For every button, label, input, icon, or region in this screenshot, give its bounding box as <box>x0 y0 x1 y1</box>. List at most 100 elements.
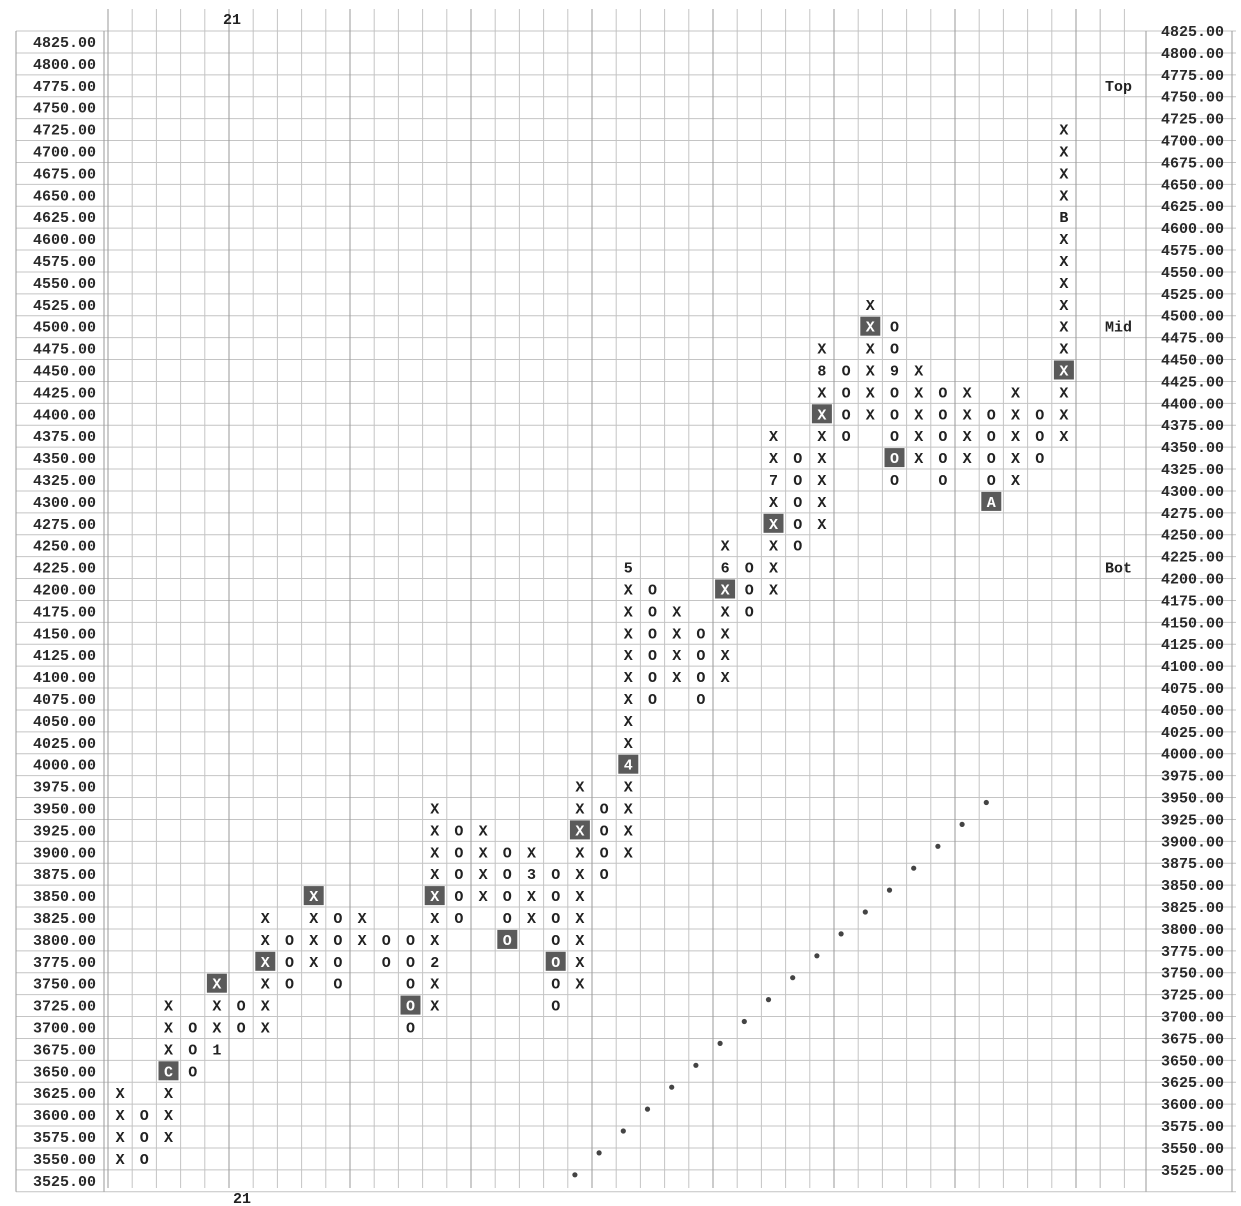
x-mark: X <box>575 823 584 840</box>
trendline-dot <box>572 1172 578 1178</box>
o-mark: O <box>600 802 609 819</box>
left-tick-label: 4800.00 <box>33 57 96 74</box>
right-tick-label: 3725.00 <box>1161 988 1224 1005</box>
right-tick-label: 4575.00 <box>1161 243 1224 260</box>
o-mark: O <box>696 692 705 709</box>
right-tick-label: 4625.00 <box>1161 199 1224 216</box>
right-tick-label: 3575.00 <box>1161 1119 1224 1136</box>
o-mark: O <box>745 604 754 621</box>
x-mark: X <box>817 473 826 490</box>
right-tick-label: 3900.00 <box>1161 834 1224 851</box>
x-mark: X <box>1059 298 1068 315</box>
left-tick-label: 3725.00 <box>33 999 96 1016</box>
x-mark: X <box>116 1152 125 1169</box>
o-mark: O <box>938 473 947 490</box>
o-mark: O <box>696 648 705 665</box>
signal-box <box>618 754 639 774</box>
o-mark: O <box>1035 407 1044 424</box>
x-mark: X <box>575 845 584 862</box>
left-tick-label: 4150.00 <box>33 626 96 643</box>
x-mark: X <box>1059 276 1068 293</box>
x-mark: X <box>963 429 972 446</box>
x-mark: X <box>430 933 439 950</box>
signal-box <box>206 973 227 993</box>
x-mark: X <box>1011 429 1020 446</box>
o-mark: O <box>285 955 294 972</box>
x-mark: X <box>261 933 270 950</box>
x-mark: X <box>817 495 826 512</box>
x-mark: X <box>624 845 633 862</box>
right-tick-label: 4525.00 <box>1161 287 1224 304</box>
x-mark: X <box>721 626 730 643</box>
o-mark: O <box>842 429 851 446</box>
o-mark: O <box>188 1064 197 1081</box>
month-mark: 2 <box>430 955 439 972</box>
x-mark: X <box>1059 188 1068 205</box>
right-price-axis: 4825.00 4800.00 4775.00 4750.00 4725.00 4700.… <box>1161 24 1224 1180</box>
x-mark: X <box>624 780 633 797</box>
right-tick-label: 4475.00 <box>1161 331 1224 348</box>
signal-box <box>569 820 590 840</box>
x-mark: X <box>116 1086 125 1103</box>
right-tick-label: 4725.00 <box>1161 112 1224 129</box>
x-mark: X <box>624 670 633 687</box>
month-mark: 1 <box>212 1042 221 1059</box>
month-mark: A <box>987 495 996 512</box>
left-tick-label: 3875.00 <box>33 867 96 884</box>
o-mark: O <box>842 385 851 402</box>
signal-box <box>158 1061 179 1081</box>
o-mark: O <box>503 845 512 862</box>
x-mark: X <box>430 977 439 994</box>
right-tick-label: 4250.00 <box>1161 528 1224 545</box>
o-mark: O <box>1035 451 1044 468</box>
footer-label: 21 <box>233 1191 251 1206</box>
o-mark: O <box>842 364 851 381</box>
x-mark: X <box>624 626 633 643</box>
x-mark: X <box>116 1108 125 1125</box>
x-mark: X <box>866 342 875 359</box>
x-mark: X <box>1011 473 1020 490</box>
o-mark: O <box>454 911 463 928</box>
side-labels: Top Mid Bot <box>1105 79 1132 578</box>
trendline-dot <box>814 953 820 959</box>
x-mark: X <box>212 977 221 994</box>
signal-box <box>884 448 905 468</box>
o-mark: O <box>503 911 512 928</box>
right-tick-label: 4125.00 <box>1161 637 1224 654</box>
x-mark: X <box>164 1108 173 1125</box>
trendline-dot <box>717 1040 723 1046</box>
signal-box <box>303 886 324 906</box>
o-mark: O <box>140 1130 149 1147</box>
x-mark: X <box>1059 123 1068 140</box>
x-mark: X <box>914 385 923 402</box>
x-mark: X <box>817 407 826 424</box>
right-tick-label: 4350.00 <box>1161 440 1224 457</box>
x-mark: X <box>769 451 778 468</box>
o-mark: O <box>188 1021 197 1038</box>
left-tick-label: 4575.00 <box>33 254 96 271</box>
x-mark: X <box>358 911 367 928</box>
o-mark: O <box>382 955 391 972</box>
x-mark: X <box>817 451 826 468</box>
right-tick-label: 4600.00 <box>1161 221 1224 238</box>
x-mark: X <box>624 604 633 621</box>
o-mark: O <box>406 955 415 972</box>
o-mark: O <box>1035 429 1044 446</box>
left-tick-label: 4500.00 <box>33 320 96 337</box>
right-tick-label: 3650.00 <box>1161 1053 1224 1070</box>
trendline-dot <box>693 1062 699 1068</box>
x-mark: X <box>575 977 584 994</box>
chart-marks: XXXXOOOXXXCXXXOOO1XXXOOXXXXXXOOOXXXXOOOO… <box>116 123 1074 1169</box>
x-mark: X <box>261 955 270 972</box>
o-mark: O <box>188 1042 197 1059</box>
trendline <box>572 799 989 1178</box>
left-tick-label: 3900.00 <box>33 845 96 862</box>
x-mark: X <box>164 1021 173 1038</box>
o-mark: O <box>551 933 560 950</box>
left-tick-label: 4350.00 <box>33 451 96 468</box>
x-mark: X <box>817 385 826 402</box>
signal-box <box>400 995 421 1015</box>
signal-box <box>497 929 518 949</box>
x-mark: X <box>866 364 875 381</box>
side-label-top: Top <box>1105 79 1132 96</box>
